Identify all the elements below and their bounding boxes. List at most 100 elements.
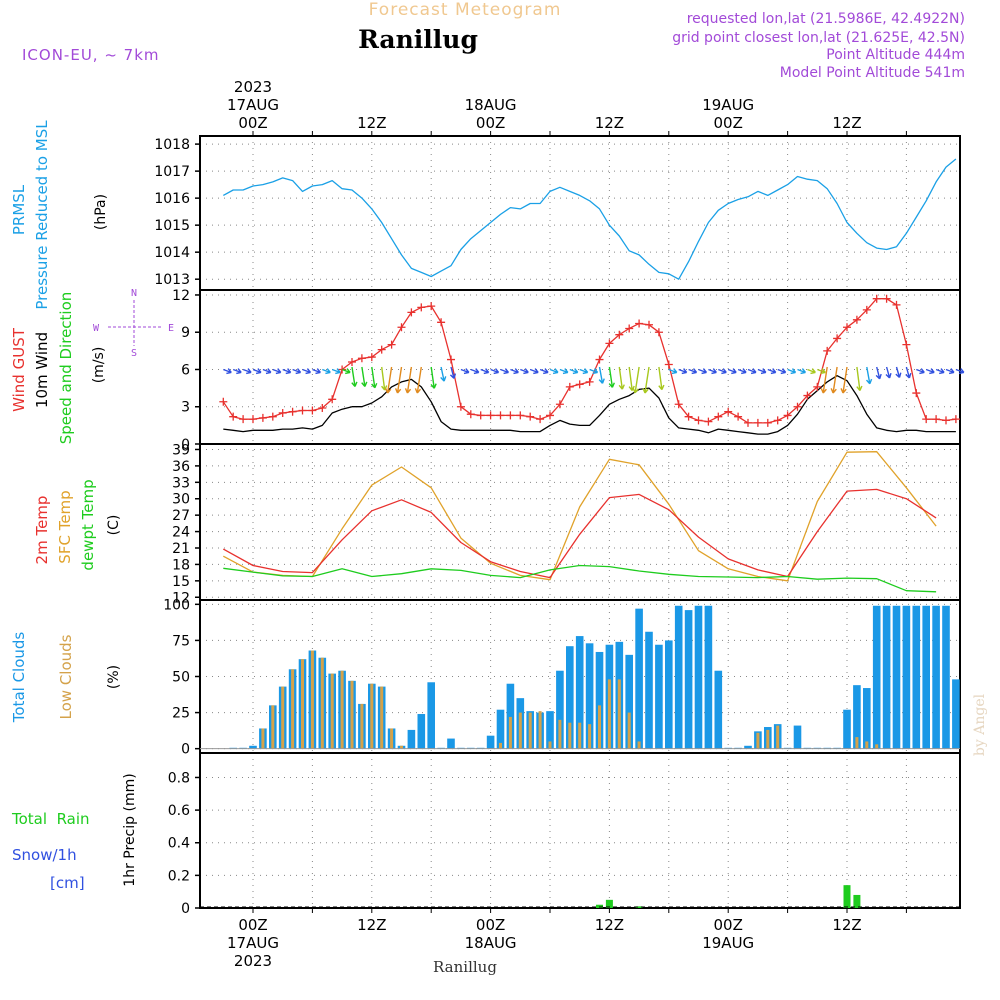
y-tick-label: 1016	[154, 191, 190, 207]
wind-gust-marker	[377, 345, 386, 354]
wind-direction-arrow	[865, 366, 873, 385]
wind-gust-marker	[486, 411, 495, 420]
total-clouds-bar	[595, 651, 604, 749]
y-tick-label: 3	[181, 400, 190, 416]
wind-direction-arrow	[490, 368, 500, 375]
wind-direction-arrow	[698, 368, 708, 375]
low-clouds-bar	[855, 737, 859, 749]
low-clouds-bar	[578, 722, 582, 749]
wind-gust-marker	[882, 294, 891, 303]
time-label-top: 00Z	[476, 114, 505, 132]
low-clouds-bar	[380, 686, 384, 749]
total-clouds-bar	[447, 738, 455, 749]
total-clouds-bar	[942, 605, 950, 749]
y-tick-label: 30	[172, 492, 190, 508]
grid-point-coords: grid point closest lon,lat (21.625E, 42.…	[672, 30, 965, 46]
low-clouds-bar	[558, 719, 562, 749]
total-clouds-bar	[665, 640, 673, 749]
wind-direction-arrow	[618, 366, 625, 390]
total-clouds-bar	[407, 729, 416, 749]
panel-frames	[199, 135, 961, 909]
temp-2m-label: 2m Temp	[33, 496, 51, 565]
y-tick-label: 36	[172, 459, 190, 475]
y-tick-label: 0.4	[168, 836, 190, 852]
rain-bar	[853, 894, 861, 908]
wind-gust-marker	[833, 334, 842, 343]
wind-direction-arrow	[331, 368, 341, 375]
time-label-bottom: 00Z	[238, 916, 267, 934]
wind-gust-marker	[387, 340, 396, 349]
y-tick-label: 1017	[154, 164, 190, 180]
wind-gust-marker	[516, 411, 525, 420]
rain-bar	[843, 885, 851, 908]
total-clouds-bar	[912, 605, 921, 749]
low-clouds-bar	[875, 744, 879, 749]
wind-gust-marker	[575, 380, 584, 389]
y-tick-label: 12	[172, 590, 190, 606]
wind-gust-marker	[793, 402, 802, 411]
axis-labels: 1013101410151016101710180369121215182124…	[154, 78, 907, 970]
wind-direction-arrow	[312, 368, 321, 375]
total-clouds-bar	[793, 725, 802, 749]
y-tick-label: 9	[181, 325, 190, 341]
wind-direction-arrow	[232, 368, 242, 375]
forecast-meteogram-label: Forecast Meteogram	[369, 0, 562, 20]
wind-gust-marker	[555, 400, 564, 409]
wind-gust-marker	[536, 415, 545, 424]
wind-gust-marker	[437, 318, 446, 327]
wind-gust-marker	[753, 418, 762, 427]
compass-south: S	[131, 348, 137, 359]
total-clouds-bar	[486, 735, 495, 749]
temp-sfc-label: SFC Temp	[56, 490, 74, 563]
wind-gust-marker	[407, 308, 416, 317]
total-clouds-bar	[674, 605, 683, 749]
low-clouds-bar	[518, 712, 522, 749]
low-clouds-bar	[766, 729, 770, 749]
wind-gust-marker	[843, 323, 851, 332]
low-clouds-bar	[400, 745, 403, 749]
wind-gust-marker	[912, 389, 921, 398]
wind-gust-marker	[763, 418, 772, 427]
wind-direction-arrow	[589, 368, 599, 375]
wind-gust-marker	[348, 358, 356, 367]
wind-direction-arrow	[658, 366, 665, 391]
time-label-bottom: 12Z	[832, 916, 861, 934]
wind-gust-marker	[328, 395, 337, 404]
wind-gust-marker	[645, 320, 653, 329]
prmsl-label: PRMSL	[10, 184, 28, 235]
wind-direction-arrow	[470, 368, 480, 375]
time-label-top: 12Z	[832, 114, 861, 132]
wind-gust-label: Wind GUST	[10, 327, 28, 412]
wind-direction-arrow	[820, 366, 828, 394]
wind-gust-marker	[684, 412, 693, 421]
wind-direction-arrow	[856, 366, 863, 391]
wind-direction-arrow	[598, 366, 605, 384]
y-tick-label: 1014	[154, 245, 190, 261]
wind-direction-arrow	[500, 368, 510, 375]
y-tick-label: 25	[172, 706, 190, 722]
wind-direction-arrow	[608, 366, 615, 388]
wind-gust-marker	[357, 354, 366, 363]
rain-bar	[635, 906, 643, 908]
total-clouds-bar	[249, 745, 257, 749]
wind-gust-marker	[417, 303, 426, 312]
wind-direction-arrow	[361, 366, 368, 387]
wind-direction-arrow	[895, 366, 902, 379]
wind-direction-arrow	[737, 368, 747, 375]
total-clouds-bar	[506, 683, 515, 749]
total-clouds-bar	[546, 711, 554, 749]
total-rain-label: Total Rain	[11, 810, 90, 828]
wind-direction-arrow	[223, 368, 232, 375]
low-clouds-bar	[370, 683, 374, 749]
wind-gust-marker	[268, 412, 277, 421]
low-clouds-bar	[281, 686, 285, 749]
wind-gust-marker	[298, 406, 307, 415]
wind-unit: (m/s)	[91, 347, 107, 384]
wind-gust-marker	[447, 355, 455, 364]
low-clouds-bar	[538, 711, 542, 749]
low-clouds-bar	[340, 670, 344, 749]
total-clouds-bar	[714, 670, 723, 749]
y-tick-label: 0	[181, 901, 190, 917]
wind10-label: 10m Wind	[33, 332, 51, 408]
y-tick-label: 0.8	[168, 770, 190, 786]
